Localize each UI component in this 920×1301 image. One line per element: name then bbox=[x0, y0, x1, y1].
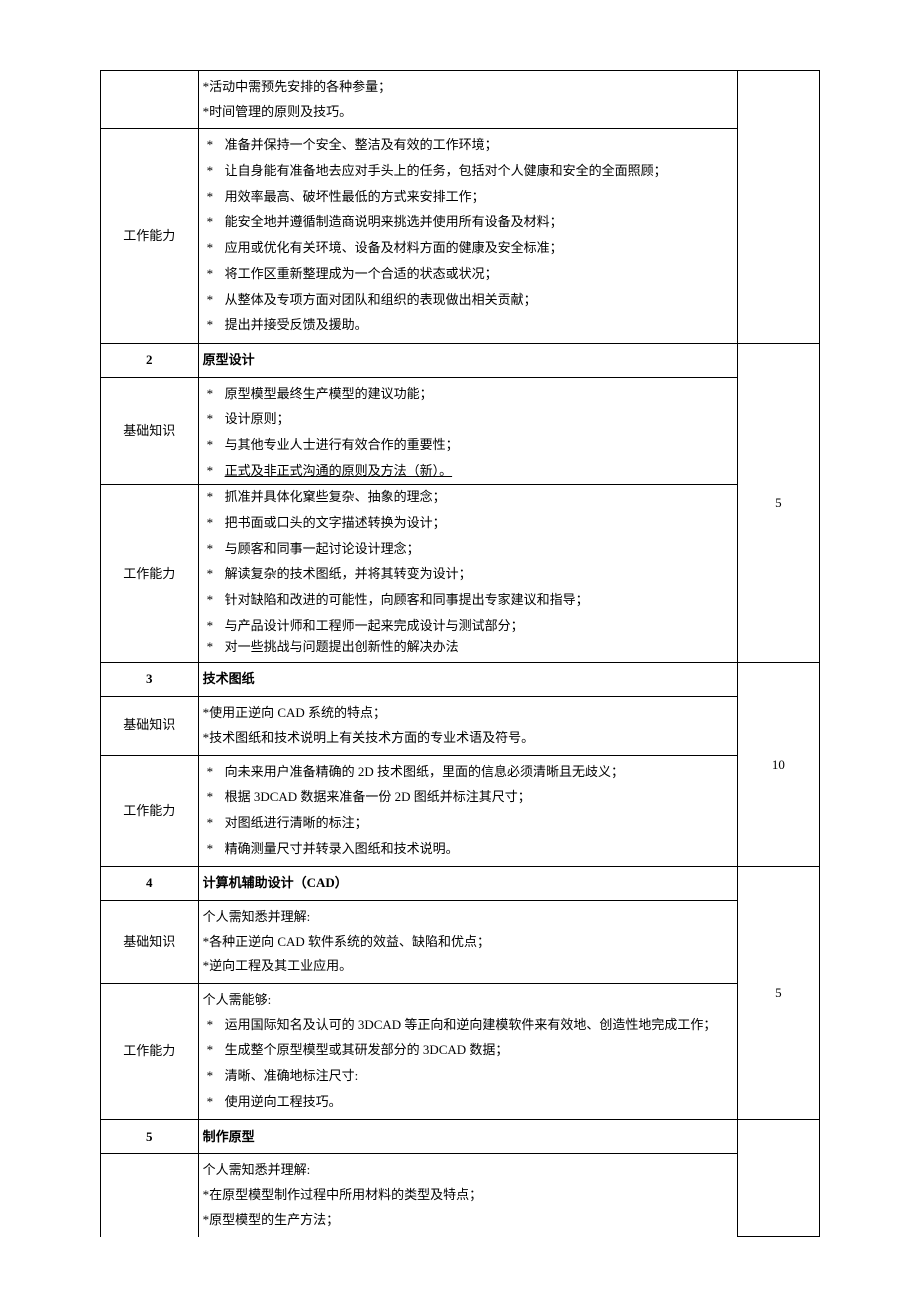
intro-text: 个人需知悉并理解: bbox=[203, 905, 733, 930]
bullet: 精确测量尺寸并转录入图纸和技术说明。 bbox=[205, 837, 731, 862]
bullet: 用效率最高、破坏性最低的方式来安排工作； bbox=[205, 185, 731, 210]
row-label-basic2: 基础知识 bbox=[101, 377, 199, 485]
score-cell-3: 10 bbox=[737, 663, 819, 867]
bullet: *时间管理的原则及技巧。 bbox=[203, 100, 733, 125]
intro-text: 个人需能够: bbox=[203, 988, 733, 1013]
section-title-4: 计算机辅助设计（CAD） bbox=[198, 867, 737, 901]
bullet: 与其他专业人士进行有效合作的重要性； bbox=[205, 433, 731, 458]
spec-table: *活动中需预先安排的各种参量； *时间管理的原则及技巧。 工作能力 准备并保持一… bbox=[100, 70, 820, 1237]
bullet: 运用国际知名及认可的 3DCAD 等正向和逆向建模软件来有效地、创造性地完成工作… bbox=[205, 1013, 731, 1038]
bullet: 从整体及专项方面对团队和组织的表现做出相关贡献； bbox=[205, 288, 731, 313]
bullet: 清晰、准确地标注尺寸: bbox=[205, 1064, 731, 1089]
row-label-work3: 工作能力 bbox=[101, 755, 199, 867]
content-basic3: *使用正逆向 CAD 系统的特点； *技术图纸和技术说明上有关技术方面的专业术语… bbox=[198, 697, 737, 755]
bullet: *原型模型的生产方法； bbox=[203, 1208, 733, 1233]
bullet: 对图纸进行清晰的标注； bbox=[205, 811, 731, 836]
score-cell-empty bbox=[737, 71, 819, 344]
section-num-4: 4 bbox=[101, 867, 199, 901]
section-title-5: 制作原型 bbox=[198, 1120, 737, 1154]
bullet: 设计原则； bbox=[205, 407, 731, 432]
bullet: 把书面或口头的文字描述转换为设计； bbox=[205, 511, 731, 536]
bullet: *使用正逆向 CAD 系统的特点； bbox=[203, 701, 733, 726]
content-work4: 个人需能够: 运用国际知名及认可的 3DCAD 等正向和逆向建模软件来有效地、创… bbox=[198, 984, 737, 1120]
bullet: 向未来用户准备精确的 2D 技术图纸，里面的信息必须清晰且无歧义； bbox=[205, 760, 731, 785]
section-num-5: 5 bbox=[101, 1120, 199, 1154]
content-basic2: 原型模型最终生产模型的建议功能； 设计原则； 与其他专业人士进行有效合作的重要性… bbox=[198, 377, 737, 485]
bullet: 正式及非正式沟通的原则及方法（新）。 bbox=[205, 459, 731, 484]
intro-text: 个人需知悉并理解: bbox=[203, 1158, 733, 1183]
row-label-basic4: 基础知识 bbox=[101, 900, 199, 983]
bullet: 让自身能有准备地去应对手头上的任务，包括对个人健康和安全的全面照顾； bbox=[205, 159, 731, 184]
bullet: 与顾客和同事一起讨论设计理念； bbox=[205, 537, 731, 562]
bullet: 能安全地并遵循制造商说明来挑选并使用所有设备及材料； bbox=[205, 210, 731, 235]
bullet: 应用或优化有关环境、设备及材料方面的健康及安全标准； bbox=[205, 236, 731, 261]
bullet: 与产品设计师和工程师一起来完成设计与测试部分； bbox=[205, 614, 731, 639]
row-label-basic3: 基础知识 bbox=[101, 697, 199, 755]
bullet: 原型模型最终生产模型的建议功能； bbox=[205, 382, 731, 407]
row-label-work4: 工作能力 bbox=[101, 984, 199, 1120]
row-label-work2: 工作能力 bbox=[101, 485, 199, 663]
score-cell-2: 5 bbox=[737, 343, 819, 663]
label-cell-empty-5 bbox=[101, 1154, 199, 1237]
bullet: *在原型模型制作过程中所用材料的类型及特点； bbox=[203, 1183, 733, 1208]
bullet: 解读复杂的技术图纸，并将其转变为设计； bbox=[205, 562, 731, 587]
bullet-cut: 对一些挑战与问题提出创新性的解决办法 bbox=[205, 639, 731, 657]
content-work2: 抓准并具体化窠些复杂、抽象的理念； 把书面或口头的文字描述转换为设计； 与顾客和… bbox=[198, 485, 737, 663]
bullet: 抓准并具体化窠些复杂、抽象的理念； bbox=[205, 485, 731, 510]
content-work3: 向未来用户准备精确的 2D 技术图纸，里面的信息必须清晰且无歧义； 根据 3DC… bbox=[198, 755, 737, 867]
section-num-2: 2 bbox=[101, 343, 199, 377]
label-cell-empty bbox=[101, 71, 199, 129]
bullet: *逆向工程及其工业应用。 bbox=[203, 954, 733, 979]
score-cell-5-empty bbox=[737, 1120, 819, 1237]
bullet: 使用逆向工程技巧。 bbox=[205, 1090, 731, 1115]
bullet: 将工作区重新整理成为一个合适的状态或状况； bbox=[205, 262, 731, 287]
bullet: 提出并接受反馈及援助。 bbox=[205, 313, 731, 338]
bullet: 针对缺陷和改进的可能性，向顾客和同事提出专家建议和指导； bbox=[205, 588, 731, 613]
bullet: 准备并保持一个安全、整洁及有效的工作环境； bbox=[205, 133, 731, 158]
content-work1: 准备并保持一个安全、整洁及有效的工作环境； 让自身能有准备地去应对手头上的任务，… bbox=[198, 129, 737, 344]
bullet: *活动中需预先安排的各种参量； bbox=[203, 75, 733, 100]
bullet: 根据 3DCAD 数据来准备一份 2D 图纸并标注其尺寸； bbox=[205, 785, 731, 810]
bullet: *技术图纸和技术说明上有关技术方面的专业术语及符号。 bbox=[203, 726, 733, 751]
bullet: *各种正逆向 CAD 软件系统的效益、缺陷和优点； bbox=[203, 930, 733, 955]
section-title-2: 原型设计 bbox=[198, 343, 737, 377]
section-title-3: 技术图纸 bbox=[198, 663, 737, 697]
score-cell-4: 5 bbox=[737, 867, 819, 1120]
content-s5-partial: 个人需知悉并理解: *在原型模型制作过程中所用材料的类型及特点； *原型模型的生… bbox=[198, 1154, 737, 1237]
bullet: 生成整个原型模型或其研发部分的 3DCAD 数据； bbox=[205, 1038, 731, 1063]
content-basic4: 个人需知悉并理解: *各种正逆向 CAD 软件系统的效益、缺陷和优点； *逆向工… bbox=[198, 900, 737, 983]
row-label-work1: 工作能力 bbox=[101, 129, 199, 344]
content-top-partial: *活动中需预先安排的各种参量； *时间管理的原则及技巧。 bbox=[198, 71, 737, 129]
section-num-3: 3 bbox=[101, 663, 199, 697]
